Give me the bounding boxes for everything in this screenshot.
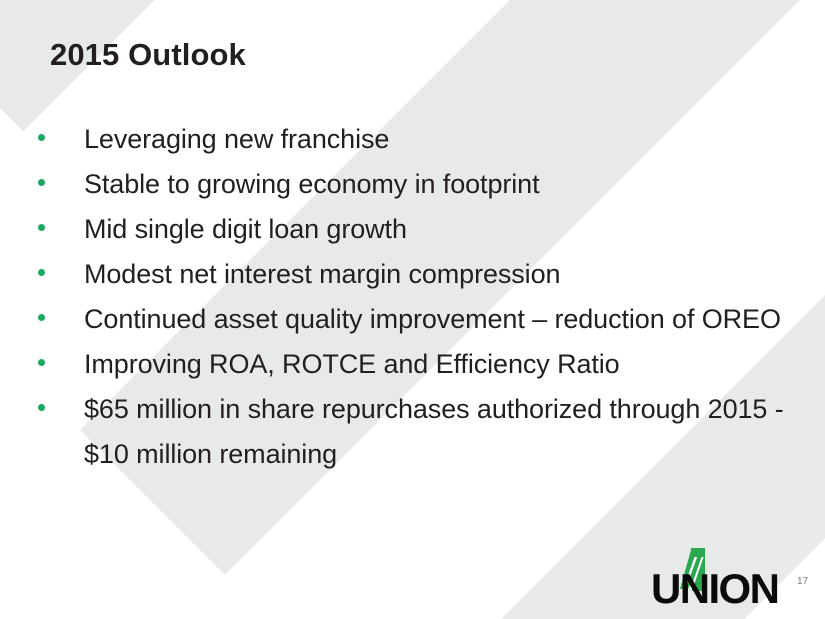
list-item: Modest net interest margin compression: [38, 252, 798, 297]
bullet-list: Leveraging new franchise Stable to growi…: [38, 117, 798, 477]
bullet-dot-icon: [38, 387, 84, 411]
list-item: Improving ROA, ROTCE and Efficiency Rati…: [38, 342, 798, 387]
bullet-dot-icon: [38, 297, 84, 321]
list-item-label: Mid single digit loan growth: [84, 214, 407, 244]
page-number: 17: [797, 576, 809, 587]
list-item: Stable to growing economy in footprint: [38, 162, 798, 207]
list-item: Leveraging new franchise: [38, 117, 798, 162]
slide-title: 2015 Outlook: [50, 37, 246, 72]
list-item: $65 million in share repurchases authori…: [38, 387, 798, 477]
bullet-dot-icon: [38, 162, 84, 186]
list-item-label: Improving ROA, ROTCE and Efficiency Rati…: [84, 349, 620, 379]
union-logo: UNION: [651, 548, 791, 612]
bullet-dot-icon: [38, 252, 84, 276]
bullet-dot-icon: [38, 207, 84, 231]
list-item-label: Stable to growing economy in footprint: [84, 169, 540, 199]
list-item-label: Modest net interest margin compression: [84, 259, 561, 289]
list-item-label: $65 million in share repurchases authori…: [84, 394, 784, 469]
list-item-label: Leveraging new franchise: [84, 124, 390, 154]
union-wordmark: UNION: [651, 565, 780, 612]
list-item: Mid single digit loan growth: [38, 207, 798, 252]
bullet-dot-icon: [38, 342, 84, 366]
bullet-dot-icon: [38, 117, 84, 141]
list-item-label: Continued asset quality improvement – re…: [84, 304, 781, 334]
list-item: Continued asset quality improvement – re…: [38, 297, 798, 342]
union-chevron-mark-icon: [680, 548, 705, 591]
